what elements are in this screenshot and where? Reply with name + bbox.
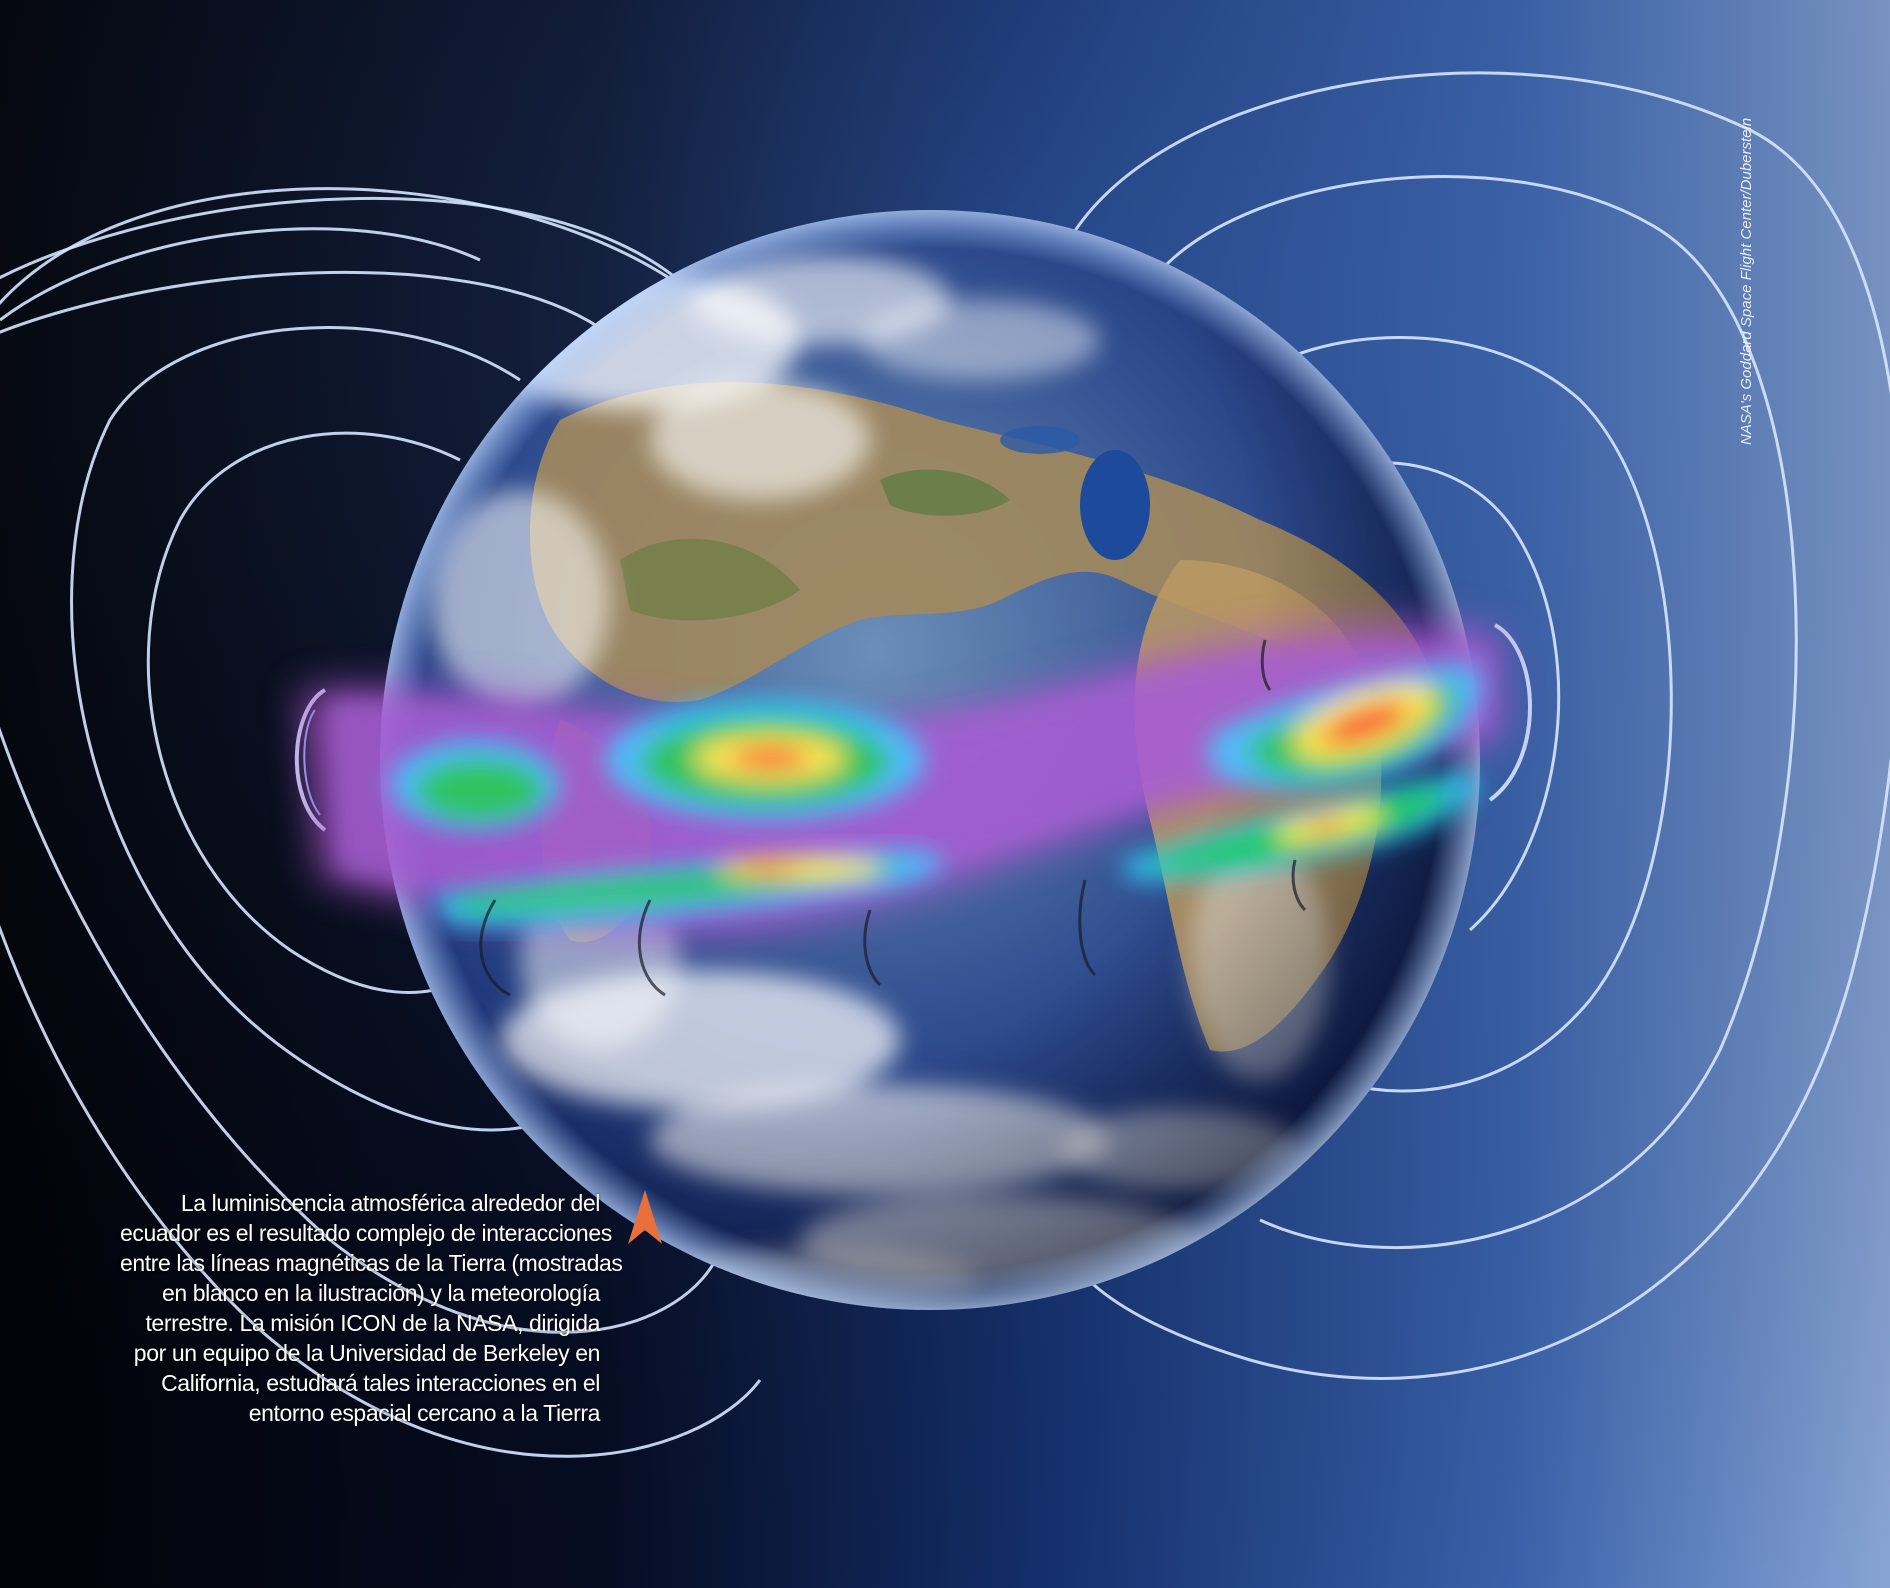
caption-line: ecuador es el resultado complejo de inte… bbox=[120, 1220, 612, 1246]
airglow-band bbox=[300, 623, 1505, 936]
magnetic-field-lines bbox=[0, 71, 1890, 1458]
caption-line: por un equipo de la Universidad de Berke… bbox=[133, 1340, 601, 1366]
caption-line: La luminiscencia atmosférica alrededor d… bbox=[180, 1190, 601, 1216]
caption: La luminiscencia atmosférica alrededor d… bbox=[120, 1188, 623, 1428]
caption-line: California, estudiará tales interaccione… bbox=[161, 1370, 600, 1396]
caption-line: en blanco en la ilustración) y la meteor… bbox=[161, 1280, 600, 1306]
arrow-up-icon bbox=[628, 1190, 662, 1244]
caption-line: entorno espacial cercano a la Tierra bbox=[248, 1400, 601, 1426]
caption-line: terrestre. La misión ICON de la NASA, di… bbox=[145, 1310, 600, 1336]
field-arcs bbox=[479, 639, 1307, 997]
caption-line: entre las líneas magnéticas de la Tierra… bbox=[120, 1250, 623, 1276]
photo-credit: NASA's Goddard Space Flight Center/Duber… bbox=[1738, 117, 1755, 445]
